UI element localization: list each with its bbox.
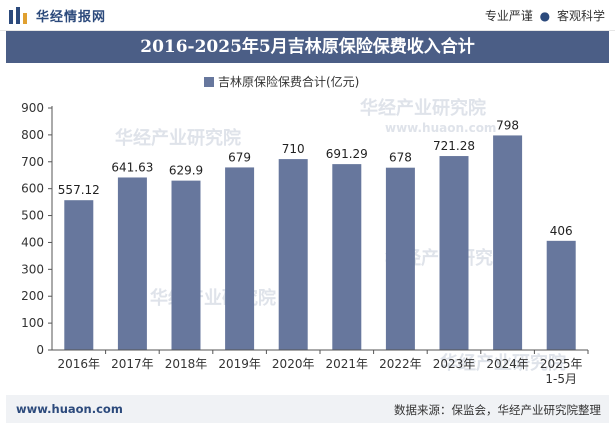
watermark: 华经产业研究院 <box>360 97 486 119</box>
slogan-separator: ● <box>539 9 551 23</box>
chart-title: 2016-2025年5月吉林原保险保费收入合计 <box>6 31 609 63</box>
x-tick-label: 2016年 <box>58 357 101 371</box>
bar <box>546 240 576 350</box>
footer: www.huaon.com 数据来源：保监会，华经产业研究院整理 <box>6 395 609 423</box>
x-tick-label: 2017年 <box>111 357 154 371</box>
slogan-left: 专业严谨 <box>484 9 533 23</box>
watermark: 华经产业研究院 <box>115 127 241 149</box>
bars: 557.12 641.63 629.9 679 710 691.29 678 721.28 79… <box>58 118 576 350</box>
data-label: 679 <box>228 150 251 164</box>
bar <box>385 167 415 350</box>
y-tick-label: 700 <box>21 155 44 169</box>
x-tick-label: 2018年 <box>165 357 208 371</box>
y-tick-label: 900 <box>21 101 44 115</box>
x-tick-label: 1-5月 <box>545 372 577 386</box>
bar <box>64 200 94 350</box>
bar <box>493 135 523 350</box>
watermark: 华经产业研究院 <box>150 287 276 309</box>
y-tick-label: 800 <box>21 128 44 142</box>
data-label: 710 <box>282 142 305 156</box>
y-tick-label: 0 <box>36 343 44 357</box>
legend-label: 吉林原保险保费合计(亿元) <box>218 74 359 89</box>
data-label: 629.9 <box>169 164 203 178</box>
bar-chart: 华经产业研究院 www.huaon.com 华经产业研究院 华经产业研究院 华经… <box>21 74 589 386</box>
website-link[interactable]: www.huaon.com <box>16 402 123 416</box>
x-tick-label: 2024年 <box>486 357 529 371</box>
y-axis: 0 100 200 300 400 500 600 700 800 900 <box>21 101 53 357</box>
bar <box>117 177 147 350</box>
bar <box>225 167 255 350</box>
data-label: 691.29 <box>326 147 368 161</box>
brand-logo-icon <box>9 6 27 24</box>
x-tick-label: 2020年 <box>272 357 315 371</box>
data-source: 数据来源：保监会，华经产业研究院整理 <box>394 403 601 417</box>
data-label: 641.63 <box>111 160 153 174</box>
bar <box>278 159 308 350</box>
x-tick-label: 2019年 <box>218 357 261 371</box>
brand-logo[interactable]: 华经情报网 <box>8 6 106 25</box>
brand-name: 华经情报网 <box>36 10 107 25</box>
y-tick-label: 500 <box>21 209 44 223</box>
x-tick-label: 2022年 <box>379 357 422 371</box>
data-label: 678 <box>389 151 412 165</box>
data-label: 798 <box>496 118 519 132</box>
x-tick-label: 2025年 <box>540 357 583 371</box>
data-label: 406 <box>550 224 573 238</box>
slogan: 专业严谨 ● 客观科学 <box>485 7 605 24</box>
legend-swatch <box>204 77 214 87</box>
y-tick-label: 300 <box>21 262 44 276</box>
data-label: 557.12 <box>58 183 100 197</box>
data-label: 721.28 <box>433 139 475 153</box>
bar <box>439 156 469 350</box>
y-tick-label: 100 <box>21 316 44 330</box>
legend: 吉林原保险保费合计(亿元) <box>204 74 359 89</box>
y-tick-label: 200 <box>21 289 44 303</box>
bar <box>171 180 201 350</box>
top-bar: 华经情报网 专业严谨 ● 客观科学 <box>0 0 615 31</box>
watermark: www.huaon.com <box>385 121 496 135</box>
x-axis: 2016年 2017年 2018年 2019年 2020年 2021年 2022年 2023年… <box>52 349 589 386</box>
bar <box>332 164 362 350</box>
x-tick-label: 2021年 <box>326 357 369 371</box>
slogan-right: 客观科学 <box>556 9 605 23</box>
y-tick-label: 600 <box>21 182 44 196</box>
y-tick-label: 400 <box>21 235 44 249</box>
watermark: 华经产业研究院 <box>440 352 566 374</box>
x-tick-label: 2023年 <box>433 357 476 371</box>
